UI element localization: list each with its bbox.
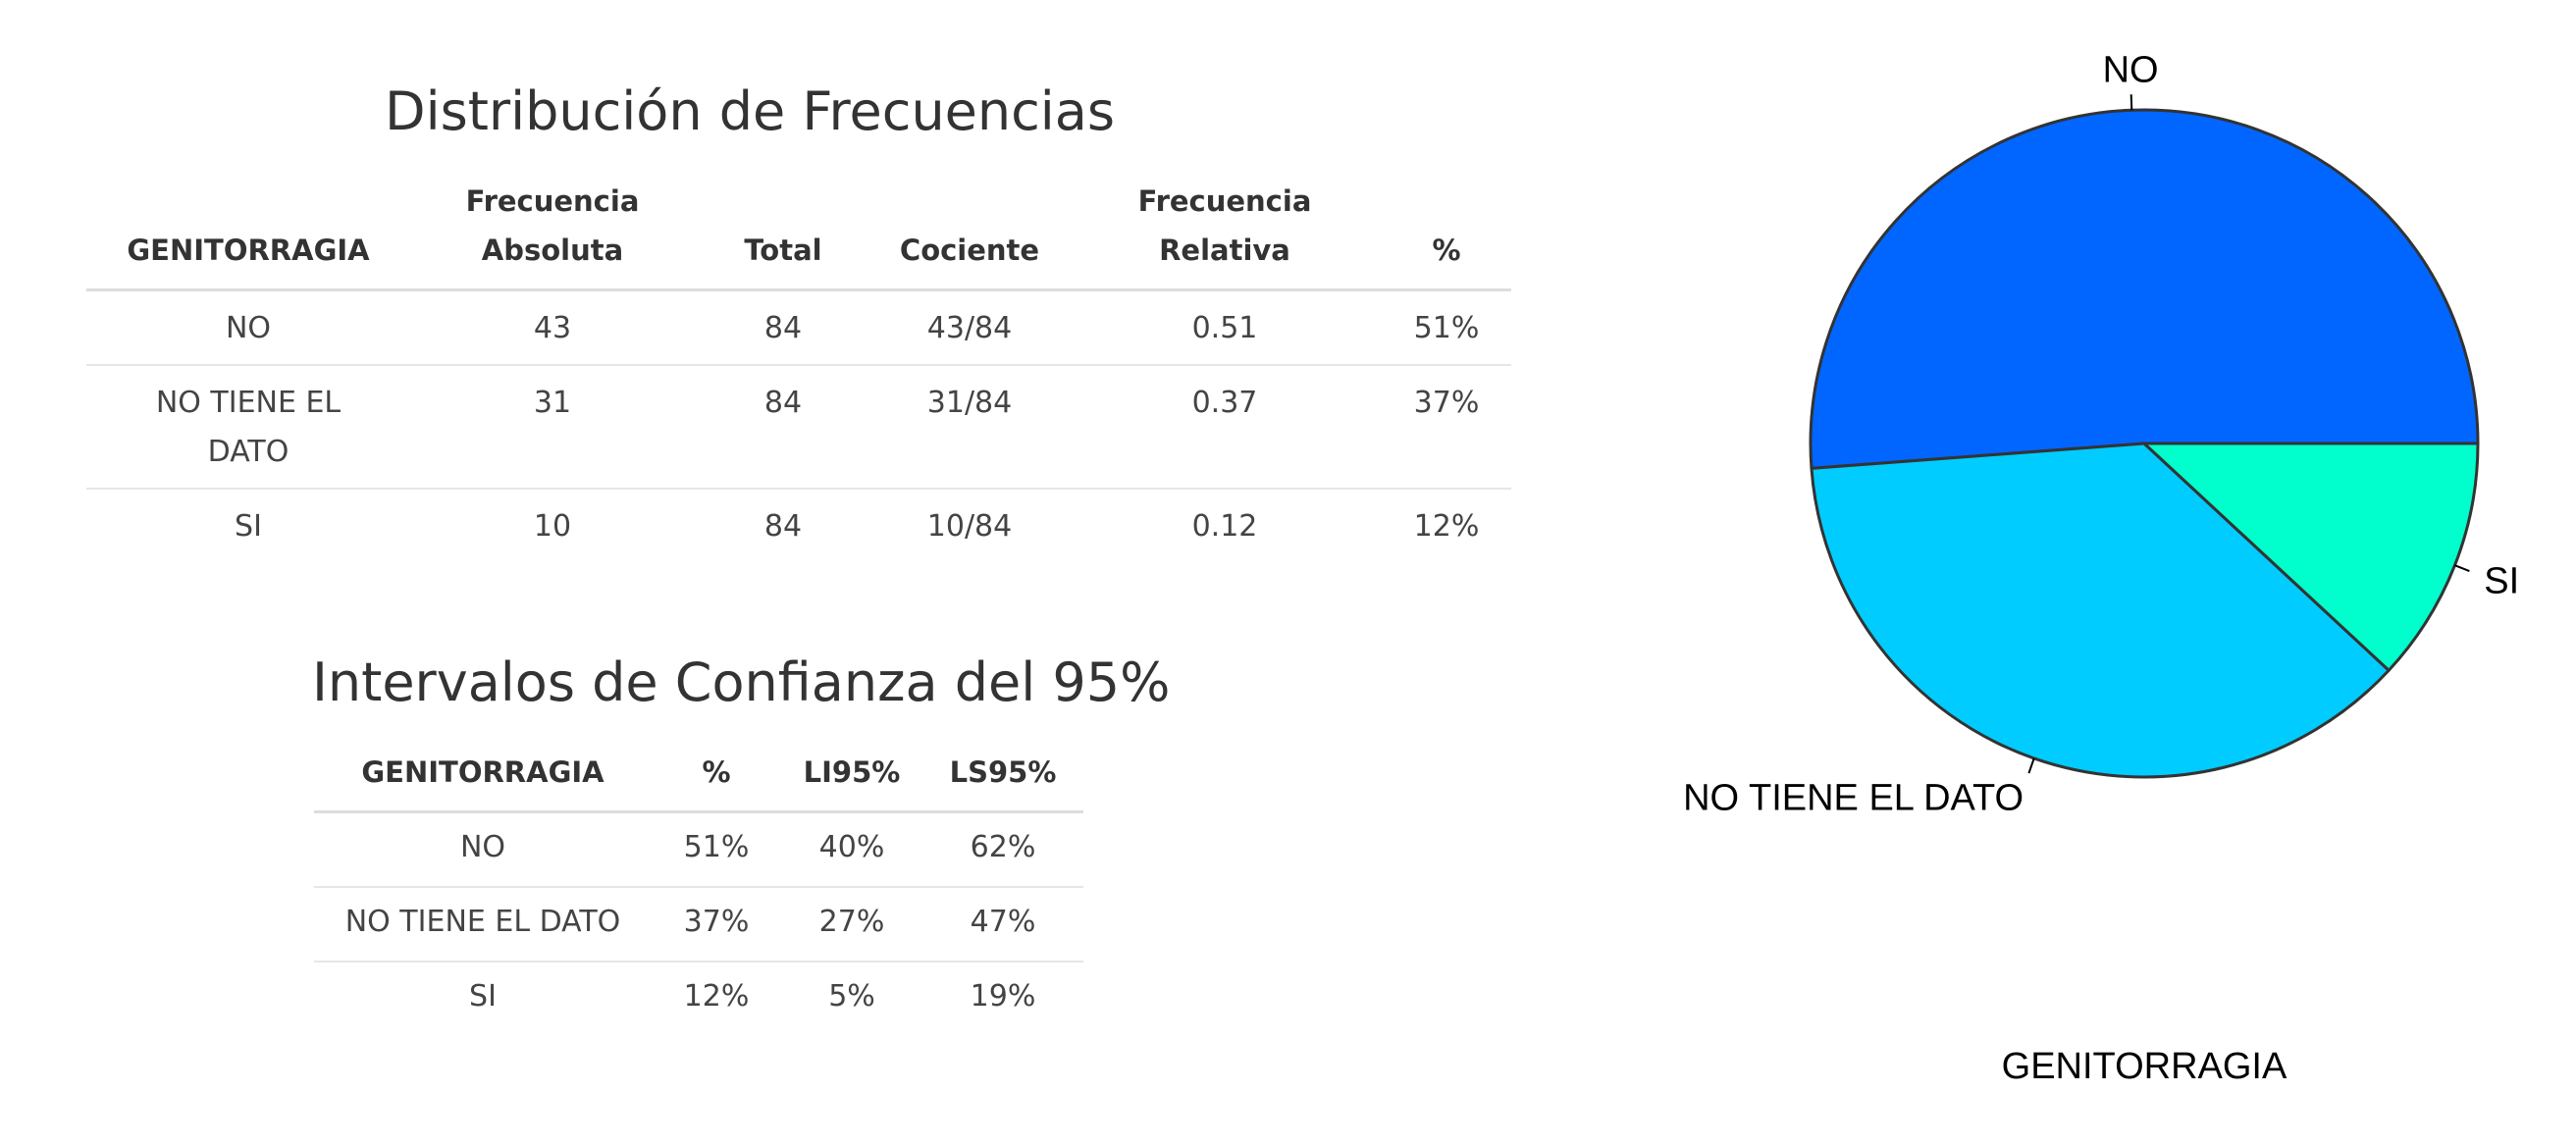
cell-absolute: 43 bbox=[410, 289, 695, 366]
header-genitorragia: GENITORRAGIA bbox=[86, 177, 410, 291]
text-line: Cociente bbox=[899, 234, 1040, 267]
cell-total: 84 bbox=[695, 289, 871, 366]
cell-ratio: 43/84 bbox=[871, 289, 1068, 366]
cell-absolute: 31 bbox=[410, 365, 695, 490]
header-frecuencia-absoluta: Frecuencia Absoluta bbox=[410, 177, 695, 291]
confidence-table-title: Intervalos de Confianza del 95% bbox=[312, 651, 1171, 713]
cell-relative: 0.51 bbox=[1068, 289, 1382, 366]
cell-relative: 0.12 bbox=[1191, 509, 1258, 544]
cell-li95: 5% bbox=[828, 979, 875, 1014]
cell-percent: 37% bbox=[1382, 365, 1511, 490]
pie-label-no: NO bbox=[2103, 49, 2159, 90]
header-cociente: Cociente bbox=[871, 177, 1068, 291]
cell-category: SI bbox=[86, 489, 410, 562]
text-line: % bbox=[1432, 234, 1461, 267]
header-frecuencia-relativa: Frecuencia Relativa bbox=[1068, 177, 1382, 291]
cell-ls95: 19% bbox=[970, 979, 1036, 1014]
header-percent: % bbox=[1382, 177, 1511, 291]
cell-percent: 12% bbox=[1413, 509, 1480, 544]
text-line: SI bbox=[235, 509, 262, 544]
text-line: NO TIENE EL bbox=[155, 386, 342, 420]
cell-percent: 12% bbox=[683, 979, 750, 1014]
cell-li95: 40% bbox=[781, 811, 922, 888]
frequency-table: GENITORRAGIA Frecuencia Absoluta Total Cocie… bbox=[86, 177, 1511, 562]
text-line: Total bbox=[744, 234, 822, 267]
header-li95: LI95% bbox=[781, 748, 922, 813]
table-row: NO 43 84 43/84 0.51 51% bbox=[86, 289, 1511, 366]
table-row: SI 10 84 10/84 0.12 12% bbox=[86, 489, 1511, 562]
cell-percent: 51% bbox=[652, 811, 781, 888]
cell-genitorragia: NO TIENE EL DATO bbox=[314, 887, 652, 962]
header-total: Total bbox=[695, 177, 871, 291]
header-percent: % bbox=[652, 748, 781, 813]
text-line: Relativa bbox=[1159, 234, 1290, 267]
pie-label-no-tiene-el-dato: NO TIENE EL DATO bbox=[1683, 778, 2024, 819]
cell-absolute: 10 bbox=[533, 509, 572, 544]
cell-li95: 27% bbox=[781, 887, 922, 962]
pie-slices bbox=[1809, 108, 2480, 779]
text-line: Frecuencia bbox=[1137, 184, 1312, 218]
cell-relative: 0.37 bbox=[1068, 365, 1382, 490]
text-line: GENITORRAGIA bbox=[127, 234, 370, 267]
table-row: NO 51% 40% 62% bbox=[314, 811, 1083, 888]
header-ls95: LS95% bbox=[922, 748, 1083, 813]
cell-genitorragia: NO bbox=[314, 811, 652, 888]
header-genitorragia: GENITORRAGIA bbox=[314, 748, 652, 813]
cell-ls95: 47% bbox=[922, 887, 1083, 962]
table-row: NO TIENE EL DATO 31 84 31/84 0.37 37% bbox=[86, 365, 1511, 490]
table-row: NO TIENE EL DATO 37% 27% 47% bbox=[314, 887, 1083, 962]
text-line: Absoluta bbox=[481, 234, 624, 267]
pie-label-tick-si bbox=[2454, 564, 2470, 572]
cell-percent: 37% bbox=[652, 887, 781, 962]
cell-ratio: 10/84 bbox=[926, 509, 1013, 544]
cell-category: NO TIENE EL DATO bbox=[86, 365, 410, 490]
cell-ratio: 31/84 bbox=[871, 365, 1068, 490]
confidence-table: GENITORRAGIA% LI95% LS95% NO 51% 40% 62% NO TI… bbox=[314, 748, 1083, 1035]
cell-total: 84 bbox=[763, 509, 803, 544]
table-row: SI 12% 5% 19% bbox=[314, 962, 1083, 1035]
cell-total: 84 bbox=[695, 365, 871, 490]
pie-slice-si bbox=[2142, 442, 2480, 672]
pie-labels: NO NO TIENE EL DATO SI bbox=[1683, 49, 2519, 818]
confidence-table-header-row: GENITORRAGIA% LI95% LS95% bbox=[314, 748, 1083, 813]
pie-axis-label: GENITORRAGIA bbox=[2002, 1046, 2287, 1087]
frequency-table-title: Distribución de Frecuencias bbox=[385, 80, 1116, 142]
pie-label-tick-no-tiene-el-dato bbox=[2027, 757, 2035, 774]
cell-percent: 51% bbox=[1382, 289, 1511, 366]
cell-genitorragia: SI bbox=[469, 979, 497, 1014]
pie-slice-no bbox=[1809, 108, 2480, 470]
text-line: NO bbox=[225, 311, 272, 345]
pie-label-tick-no bbox=[2129, 94, 2133, 111]
pie-label-si: SI bbox=[2484, 561, 2519, 602]
text-line: DATO bbox=[207, 435, 289, 469]
cell-ls95: 62% bbox=[922, 811, 1083, 888]
frequency-table-header-row: GENITORRAGIA Frecuencia Absoluta Total Cocie… bbox=[86, 177, 1511, 291]
pie-chart: NO NO TIENE EL DATO SI GENITORRAGIA bbox=[1683, 49, 2519, 1087]
text-line: Frecuencia bbox=[465, 184, 640, 218]
cell-category: NO bbox=[86, 289, 410, 366]
